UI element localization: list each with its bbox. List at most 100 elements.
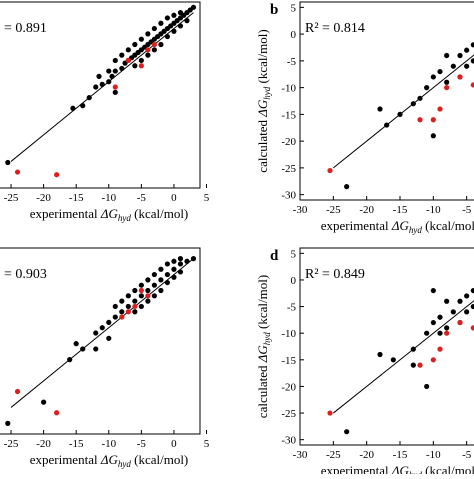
plot-frame [299,1,474,201]
x-tick-label: -5 [137,438,147,450]
data-point-black [132,287,138,294]
data-point-black [450,63,456,69]
y-tick-label: -20 [281,381,296,393]
data-point-black [437,330,443,336]
data-point-black [86,95,92,101]
data-point-black [424,330,430,336]
data-point-black [132,63,138,69]
data-point-black [138,36,144,42]
r-squared-label: = 0.891 [4,21,47,36]
data-point-red [151,41,157,48]
data-point-black [384,122,390,128]
data-point-black [112,303,118,310]
y-tick-label: -15 [281,109,296,121]
data-point-red [132,303,138,310]
data-point-red [145,47,151,53]
data-point-red [430,117,436,123]
r-squared-label: = 0.903 [4,267,47,282]
chart-panel-0: -25 -20 -15 -10 -5 0 5 = 0.891 experimental ΔGhy… [0,1,210,223]
y-tick-label: -15 [281,355,296,367]
r-squared-label: R² = 0.849 [305,267,365,282]
data-point-black [158,20,164,26]
data-point-red [14,169,21,175]
plot-frame [299,247,474,446]
data-point-black [151,25,157,32]
data-point-black [158,287,164,294]
x-tick-label: -5 [462,449,472,461]
data-point-black [177,256,184,262]
x-tick-label: -25 [4,438,19,450]
data-point-black [450,309,456,315]
data-point-black [158,277,164,283]
data-point-black [80,103,86,109]
y-tick-label: -5 [287,56,297,68]
data-point-black [470,287,474,294]
y-tick-label: 0 [291,29,297,41]
x-tick-label: -10 [426,204,441,216]
data-point-black [138,293,144,299]
data-point-black [164,279,171,286]
data-point-black [125,47,131,53]
data-point-black [184,258,190,264]
data-point-black [430,74,436,80]
data-point-black [457,298,463,304]
data-point-black [190,256,197,262]
r-squared-label: R² = 0.814 [305,21,365,36]
data-point-black [464,47,470,53]
y-axis-label: calculated ΔGhyd (kcal/mol) [255,275,272,418]
x-tick-label: 0 [171,192,177,204]
data-point-black [93,84,99,90]
y-tick-label: 0 [291,275,297,287]
data-point-black [119,298,125,304]
data-point-black [158,266,164,272]
x-tick-label: -30 [293,449,308,461]
data-point-black [119,65,125,72]
data-point-black [106,68,112,74]
data-point-black [145,287,151,294]
data-point-black [138,303,144,310]
data-point-red [138,63,144,69]
data-point-black [96,73,102,79]
data-point-black [106,335,112,341]
data-point-black [444,298,450,304]
data-point-black [377,351,383,358]
data-point-red [430,357,436,363]
data-point-black [99,81,105,87]
data-point-black [70,105,76,111]
x-axis-label: experimental ΔGhyd (kcal/mol) [321,218,474,235]
data-point-black [171,28,177,34]
data-point-black [99,325,105,331]
data-point-black [138,282,144,288]
regression-line [10,258,194,408]
x-tick-label: -20 [359,204,374,216]
regression-line [10,12,194,162]
plot-frame [0,247,201,435]
data-point-red [327,167,333,174]
data-point-black [424,383,430,390]
data-point-black [430,133,436,139]
data-point-black [190,4,197,10]
plot-frame [0,1,201,189]
data-point-red [145,293,151,299]
y-axis-label: calculated ΔGhyd (kcal/mol) [255,29,272,172]
data-point-black [67,357,73,363]
panel-label: b [270,2,278,18]
chart-panel-3: -30 -25 -20 -15 -10 -5 -30 -25 -20 -15 -10 -5 0 5 R² =… [255,247,474,479]
data-point-black [109,73,115,79]
data-point-black [5,159,11,166]
data-point-red [327,410,333,416]
x-axis-label: experimental ΔGhyd (kcal/mol) [30,206,189,223]
data-point-black [112,68,118,74]
data-point-black [145,277,151,283]
x-tick-label: -15 [69,192,84,204]
data-point-black [424,85,430,91]
x-tick-label: -20 [359,449,374,461]
x-tick-label: -25 [326,204,341,216]
data-point-black [171,258,177,264]
regression-line [333,300,474,414]
data-point-red [470,325,474,331]
data-point-black [132,41,138,48]
x-tick-label: -10 [426,449,441,461]
y-tick-label: 5 [291,2,297,14]
